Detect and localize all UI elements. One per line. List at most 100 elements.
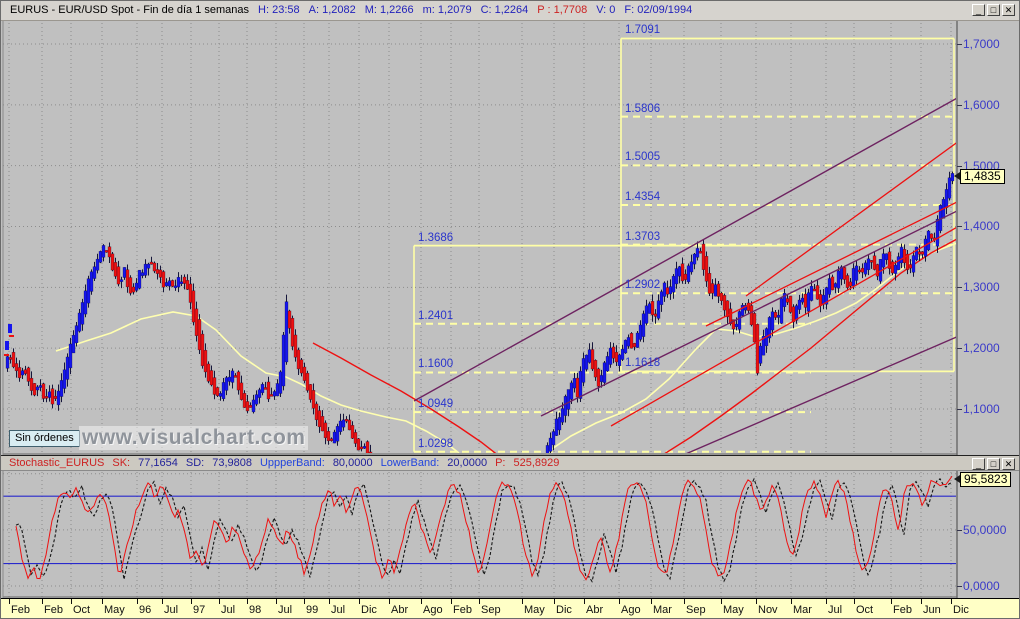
title-segment-3: M: 1,2266 [364,4,414,16]
time-axis-label: Feb [44,604,63,616]
time-axis-label: Ago [621,604,641,616]
time-axis-label: Jul [278,604,293,616]
y-axis-label: 1,7000 [963,37,1000,51]
time-axis-label: 96 [139,604,152,616]
time-axis-label: Oct [856,604,874,616]
time-axis-label: Jul [164,604,179,616]
fib-level-label: 1.1618 [625,357,661,370]
price-tag-arrow [954,171,960,180]
title-segment-7: V: 0 [596,4,616,16]
title-text: EURUS - EUR/USD Spot - Fin de día 1 sema… [1,4,692,16]
stoch-segment-6: 80,0000 [332,457,373,469]
fib-level-label: 1.4354 [625,190,661,203]
stoch-tag-arrow [954,474,960,483]
stoch-segment-10: 525,8929 [513,457,560,469]
close-button[interactable]: ✕ [1002,458,1015,470]
time-axis-tick [684,599,685,604]
time-axis-tick [791,599,792,604]
time-axis-label: May [104,604,125,616]
y-axis-label: 1,1000 [963,401,1000,416]
stoch-segment-9: P: [495,457,506,469]
time-axis-tick [619,599,620,604]
minimize-button[interactable]: _ [972,4,985,16]
title-segment-0: EURUS - EUR/USD Spot - Fin de día 1 sema… [10,4,250,16]
time-axis-tick [137,599,138,604]
fib-level-label: 1.3686 [418,231,454,244]
time-axis-label: May [524,604,545,616]
time-axis-tick [247,599,248,604]
time-axis-label: Ago [423,604,443,616]
title-segment-1: H: 23:58 [258,4,300,16]
title-segment-2: A: 1,2082 [308,4,356,16]
stoch-axis-label: 0,0000 [963,579,1000,593]
time-axis-tick [921,599,922,604]
title-segment-5: C: 1,2264 [480,4,529,16]
stochastic-header[interactable]: Stochastic_EURUS SK: 77,1654 SD: 73,9808 Uppp… [1,455,1019,471]
time-axis-tick [721,599,722,604]
y-axis-label: 1,3000 [963,280,1000,295]
time-axis-tick [71,599,72,604]
y-axis-tick [957,226,962,228]
time-axis-tick [9,599,10,604]
time-axis-tick [554,599,555,604]
time-axis-label: 99 [306,604,319,616]
title-segment-6: P : 1,7708 [537,4,588,16]
y-axis-label: 1,4000 [963,219,1000,234]
time-axis-tick [191,599,192,604]
close-button[interactable]: ✕ [1002,4,1015,16]
stochastic-canvas[interactable] [1,471,1020,598]
y-axis-label: 1,2000 [963,341,1000,356]
time-axis-tick [451,599,452,604]
stoch-segment-3: SD: [185,457,205,469]
fib-level-label: 1.5005 [625,151,661,164]
time-axis-tick [329,599,330,604]
fib-level-label: 1.0949 [418,398,454,411]
y-axis-tick [957,348,962,350]
sin-ordenes-badge: Sin órdenes [9,430,80,447]
y-axis-tick [957,408,962,410]
time-axis-label: Mar [653,604,672,616]
time-axis-tick [756,599,757,604]
fib-level-label: 1.1600 [418,358,454,371]
fib-level-label: 1.5806 [625,102,661,115]
time-axis-label: Oct [73,604,91,616]
time-axis-label: Jul [828,604,843,616]
maximize-button[interactable]: □ [987,458,1000,470]
stoch-segment-8: 20,0000 [447,457,488,469]
y-axis-tick [957,287,962,289]
fib-level-label: 1.2902 [625,279,661,292]
title-segment-4: m: 1,2079 [422,4,472,16]
minimize-button[interactable]: _ [972,458,985,470]
y-axis-tick [957,44,962,45]
time-axis-tick [479,599,480,604]
time-axis-tick [42,599,43,604]
title-bar[interactable]: EURUS - EUR/USD Spot - Fin de día 1 sema… [1,1,1019,21]
y-axis-label: 1,6000 [963,97,1000,112]
time-axis-label: Dic [556,604,572,616]
time-axis-tick [219,599,220,604]
stoch-segment-5: UppperBand: [259,457,325,469]
time-axis-tick [102,599,103,604]
time-axis-label: Feb [453,604,472,616]
time-axis-label: 98 [249,604,262,616]
time-axis[interactable]: Feb Feb Oct May 96 Jul 97 Jul 98 Jul 99 Jul Dic Abr Ag… [1,598,1019,618]
title-segment-8: F: 02/09/1994 [624,4,693,16]
last-price-tag: 1,4835 [960,168,1005,184]
y-axis-tick [957,104,962,106]
fib-level-label: 1.3703 [625,230,661,243]
main-chart-canvas[interactable] [1,21,1020,455]
time-axis-tick [584,599,585,604]
stochastic-header-text: Stochastic_EURUS SK: 77,1654 SD: 73,9808 Uppp… [1,457,559,469]
window-buttons: _ □ ✕ [972,4,1015,16]
time-axis-tick [359,599,360,604]
stoch-segment-4: 73,9808 [212,457,252,469]
stoch-segment-7: LowerBand: [380,457,440,469]
stoch-axis-label: 50,0000 [963,522,1007,537]
time-axis-label: Abr [586,604,604,616]
time-axis-tick [951,599,952,604]
time-axis-label: Feb [893,604,912,616]
maximize-button[interactable]: □ [987,4,1000,16]
stoch-segment-1: SK: [112,457,131,469]
time-axis-tick [421,599,422,604]
